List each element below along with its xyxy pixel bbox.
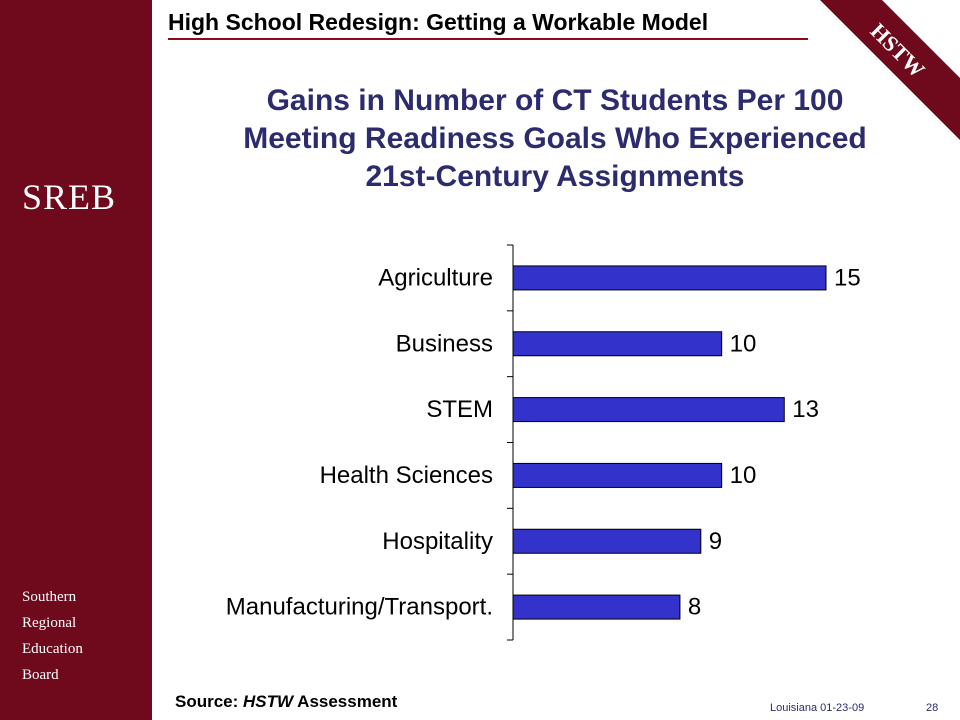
source-prefix: Source: [175,692,244,711]
bar [512,397,785,423]
data-label: 10 [730,330,757,357]
bar [512,462,723,488]
corner-banner-shape [820,0,960,140]
org-line: Education [22,641,83,657]
header-rule [168,38,808,40]
header-title: High School Redesign: Getting a Workable… [168,9,709,35]
category-label: Agriculture [378,264,493,291]
org-line: Board [22,667,59,683]
slide-title-line: Meeting Readiness Goals Who Experienced [243,122,867,155]
category-label: Health Sciences [320,462,493,489]
bar [512,331,723,357]
bar [512,265,827,291]
org-line: Regional [22,615,77,631]
category-label: Manufacturing/Transport. [226,594,493,621]
data-label: 8 [688,594,701,621]
data-label: 13 [792,396,819,423]
category-label: Business [396,330,493,357]
data-label: 15 [834,264,861,291]
slide-title-line: 21st-Century Assignments [365,160,745,193]
source-italic: HSTW [243,692,294,711]
source-note: Source: HSTW Assessment [175,692,397,712]
category-label: STEM [426,396,493,423]
sidebar: SREB Southern Regional Education Board [0,0,152,720]
bar [512,594,681,620]
footer-date: Louisiana 01-23-09 [770,702,865,714]
organization-name: Southern Regional Education Board [22,584,83,688]
org-line: Southern [22,589,77,605]
page-number: 28 [926,702,939,714]
data-label: 9 [709,528,722,555]
data-label: 10 [730,462,757,489]
slide-title-line: Gains in Number of CT Students Per 100 [266,84,844,117]
source-suffix: Assessment [293,692,398,711]
category-label: Hospitality [382,528,493,555]
bar [512,528,702,554]
slide-title: Gains in Number of CT Students Per 100 M… [165,82,945,196]
sreb-logo: SREB [22,177,117,217]
